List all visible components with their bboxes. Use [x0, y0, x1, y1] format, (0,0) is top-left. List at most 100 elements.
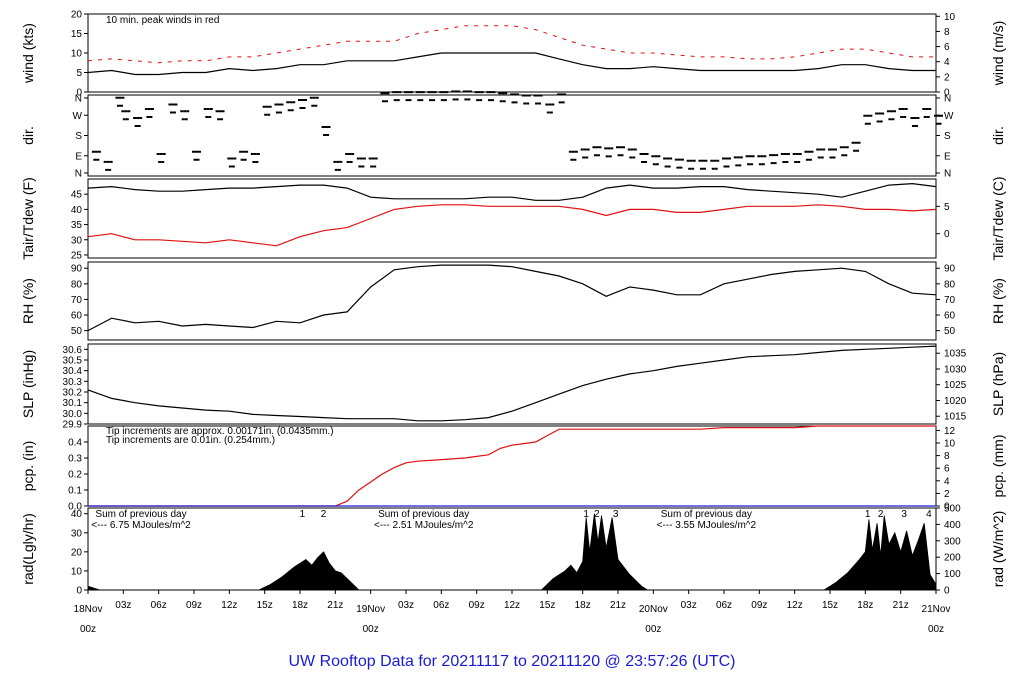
- y-tick-label-right: 2: [944, 489, 950, 500]
- panel-rad: [84, 507, 940, 591]
- y-tick-label: S: [75, 131, 82, 142]
- rad-daily-note: Sum of previous day: [661, 509, 752, 520]
- radiation-area: [87, 513, 937, 591]
- rad-marker: 1: [583, 509, 589, 520]
- x-day-time: 00z: [80, 624, 96, 635]
- x-tick-label: 12z: [221, 600, 237, 611]
- x-tick-label: 15z: [539, 600, 555, 611]
- series-line-wind: [87, 52, 936, 76]
- y-tick-label-right: W: [944, 111, 954, 122]
- y-tick-label-right: 100: [944, 569, 961, 580]
- y-tick-label-right: 0: [944, 88, 950, 99]
- panel-wind: [84, 13, 940, 93]
- panel-frame: [87, 178, 937, 259]
- y-tick-label-right: 300: [944, 536, 961, 547]
- y-tick-label: W: [73, 111, 83, 122]
- y-tick-label: N: [75, 94, 82, 105]
- y-tick-label-right: 500: [944, 504, 961, 515]
- y-tick-label: 0.1: [68, 486, 82, 497]
- y-tick-label-right: 10: [944, 12, 956, 23]
- y-tick-label: 30: [71, 528, 83, 539]
- y-tick-label-right: 80: [944, 279, 956, 290]
- y-tick-label: 0.2: [68, 470, 82, 481]
- y-tick-label: 90: [71, 264, 83, 275]
- series-line-temp: [87, 182, 937, 201]
- panel-frame: [87, 343, 937, 425]
- x-tick-label: 06z: [151, 600, 167, 611]
- x-day-time: 00z: [363, 624, 379, 635]
- y-tick-label-right: 90: [944, 264, 956, 275]
- rad-daily-note: Sum of previous day: [378, 509, 469, 520]
- panel-annotation: 10 min. peak winds in red: [106, 15, 219, 26]
- y-tick-label: 30.4: [63, 366, 83, 377]
- y-axis-label-left: Tair/Tdew (F): [20, 177, 36, 259]
- y-tick-label: 30: [71, 235, 83, 246]
- y-tick-label: 0.4: [68, 438, 82, 449]
- y-tick-label-right: 6: [944, 464, 950, 475]
- y-tick-label-right: E: [944, 151, 951, 162]
- y-tick-label-right: S: [944, 131, 951, 142]
- y-tick-label: 30.2: [63, 388, 83, 399]
- x-tick-label: 18z: [292, 600, 308, 611]
- y-axis-label-left: pcp. (in): [20, 441, 36, 492]
- rad-marker: 3: [613, 509, 619, 520]
- series-line-pcp: [88, 425, 936, 507]
- y-axis-label-right: SLP (hPa): [990, 352, 1006, 416]
- y-tick-label: 30.1: [63, 398, 83, 409]
- y-tick-label-right: 5: [944, 202, 950, 213]
- y-tick-label: 15: [71, 29, 83, 40]
- y-tick-label-right: 8: [944, 451, 950, 462]
- pcp-note: Tip increments are approx. 0.00171in. (0…: [106, 426, 334, 437]
- y-tick-label: 30.6: [63, 345, 83, 356]
- y-tick-label: 70: [71, 295, 83, 306]
- y-tick-label: 10: [71, 49, 83, 60]
- rad-daily-note: <--- 6.75 MJoules/m^2: [91, 520, 191, 531]
- x-day-time: 00z: [928, 624, 944, 635]
- y-tick-label-right: 1035: [944, 349, 967, 360]
- rad-marker: 1: [300, 509, 306, 520]
- y-tick-label: 5: [76, 68, 82, 79]
- x-tick-label: 18z: [575, 600, 591, 611]
- panel-dir: [84, 90, 943, 177]
- y-tick-label-right: 200: [944, 553, 961, 564]
- y-tick-label: 50: [71, 326, 83, 337]
- y-tick-label: E: [75, 151, 82, 162]
- rad-daily-note: <--- 3.55 MJoules/m^2: [657, 520, 757, 531]
- y-tick-label: 20: [71, 10, 83, 21]
- x-tick-label: 15z: [257, 600, 273, 611]
- x-tick-label: 12z: [504, 600, 520, 611]
- y-tick-label: 10: [71, 566, 83, 577]
- y-tick-label: 35: [71, 220, 83, 231]
- y-tick-label: 25: [71, 250, 83, 261]
- x-tick-label: 12z: [787, 600, 803, 611]
- x-tick-label: 03z: [681, 600, 697, 611]
- panel-frame: [87, 261, 937, 341]
- y-tick-label-right: 50: [944, 326, 956, 337]
- rad-daily-note: Sum of previous day: [95, 509, 186, 520]
- panel-pcp: [84, 425, 940, 507]
- x-tick-label: 21z: [327, 600, 343, 611]
- y-tick-label-right: 1020: [944, 396, 967, 407]
- y-tick-label-right: 6: [944, 42, 950, 53]
- y-axis-label-left: SLP (inHg): [20, 350, 36, 418]
- chart-title: UW Rooftop Data for 20211117 to 20211120…: [288, 653, 735, 670]
- y-tick-label: 20: [71, 547, 83, 558]
- rad-marker: 3: [901, 509, 907, 520]
- y-tick-label-right: 70: [944, 295, 956, 306]
- series-line-temp: [87, 204, 937, 247]
- x-day-label: 19Nov: [356, 604, 385, 615]
- y-axis-label-right: Tair/Tdew (C): [990, 176, 1006, 260]
- y-tick-label-right: 0: [944, 586, 950, 597]
- series-line-wind: [87, 25, 936, 64]
- y-tick-label-right: N: [944, 169, 951, 180]
- rad-marker: 2: [321, 509, 327, 520]
- y-axis-label-left: dir.: [20, 126, 36, 145]
- y-tick-label-right: 1025: [944, 380, 967, 391]
- rad-marker: 1: [865, 509, 871, 520]
- y-tick-label-right: 400: [944, 520, 961, 531]
- y-tick-label: 45: [71, 190, 83, 201]
- y-tick-label-right: 12: [944, 426, 956, 437]
- y-tick-label-right: 0: [944, 502, 950, 513]
- x-day-time: 00z: [645, 624, 661, 635]
- y-tick-label: 40: [71, 205, 83, 216]
